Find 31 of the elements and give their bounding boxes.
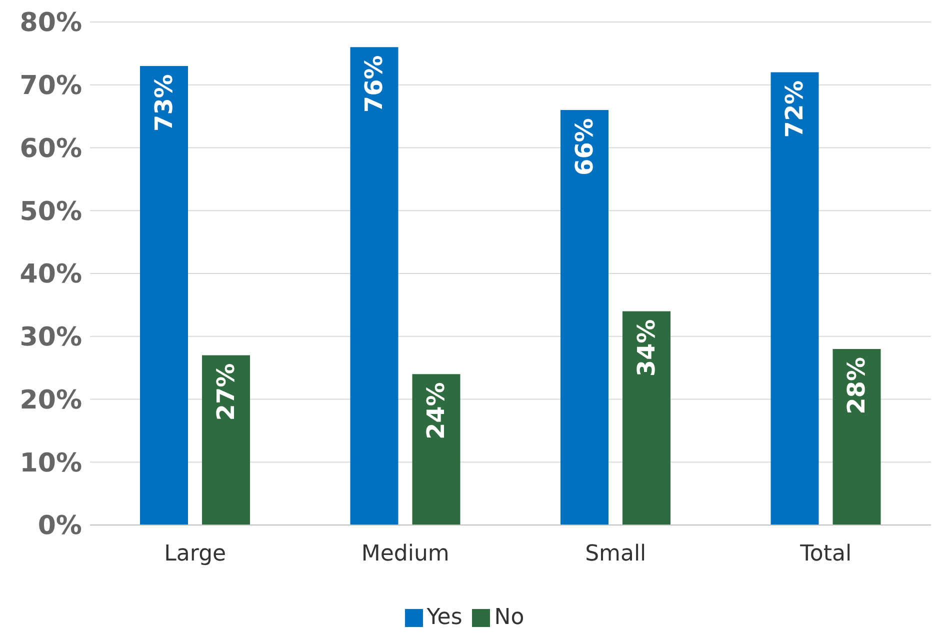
y-tick-label: 80% <box>20 8 82 38</box>
data-label: 27% <box>212 363 240 421</box>
y-tick-label: 0% <box>38 511 82 542</box>
data-label: 34% <box>632 319 660 377</box>
y-tick-label: 30% <box>20 322 82 353</box>
y-tick-label: 40% <box>20 260 82 290</box>
bar <box>770 72 819 525</box>
bar <box>622 311 670 525</box>
bar <box>350 47 398 525</box>
data-label: 24% <box>422 382 450 440</box>
bar <box>832 348 881 525</box>
y-tick-label: 50% <box>20 196 82 227</box>
data-label: 66% <box>570 118 598 176</box>
x-tick-label: Small <box>585 542 646 567</box>
data-label: 28% <box>842 356 871 414</box>
y-tick-label: 20% <box>20 385 82 416</box>
y-tick-label: 70% <box>20 71 82 102</box>
bar <box>140 66 188 525</box>
legend-label: No <box>494 605 524 630</box>
y-tick-label: 60% <box>20 134 82 164</box>
data-label: 76% <box>360 55 388 113</box>
data-label: 72% <box>780 80 809 138</box>
y-tick-label: 10% <box>20 448 82 478</box>
data-label: 73% <box>150 74 178 132</box>
bar <box>412 374 460 525</box>
bar <box>202 355 250 525</box>
x-tick-label: Large <box>164 542 226 567</box>
legend-label: Yes <box>426 605 462 630</box>
x-tick-label: Medium <box>361 542 450 567</box>
x-tick-label: Total <box>799 542 852 567</box>
bar <box>560 110 608 525</box>
